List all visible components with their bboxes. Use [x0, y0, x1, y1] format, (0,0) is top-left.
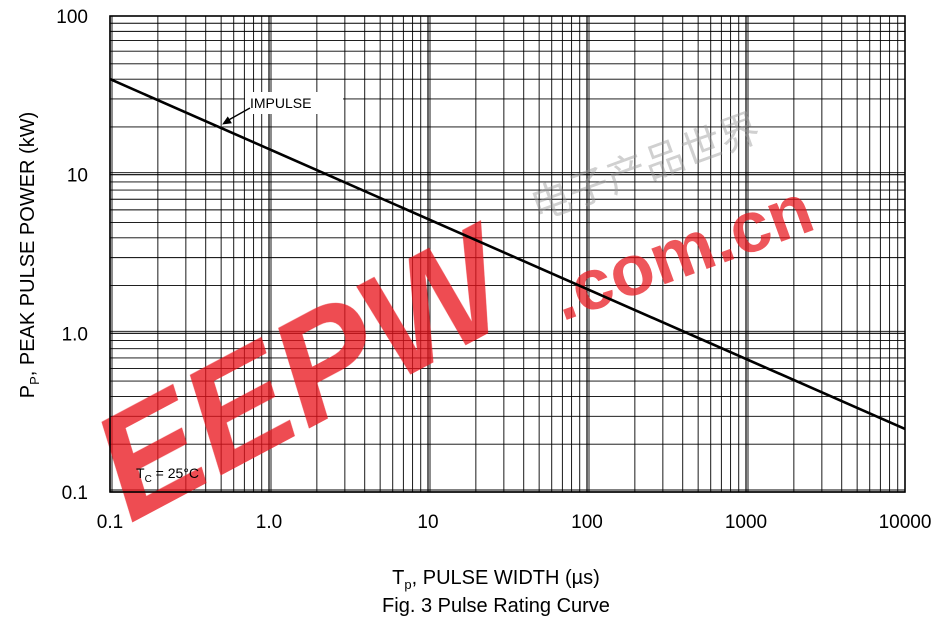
plot-border	[109, 15, 906, 493]
condition-label: TC = 25°C	[136, 465, 199, 485]
x-tick-label: 10	[417, 512, 438, 533]
y-tick-label: 1.0	[62, 324, 88, 345]
watermark-eepw-text: EEPW	[66, 191, 545, 552]
series-layer	[109, 77, 906, 431]
y-axis-label-main: P	[17, 385, 39, 398]
x-tick-label: 0.1	[97, 512, 123, 533]
y-axis-label-subscript: P	[27, 376, 42, 385]
y-tick-label: 100	[56, 7, 88, 28]
impulse-annotation: IMPULSE	[222, 92, 343, 125]
condition-rest: = 25°C	[152, 465, 199, 481]
x-tick-label: 100	[571, 512, 603, 533]
y-tick-label: 0.1	[62, 483, 88, 504]
figure-caption: Fig. 3 Pulse Rating Curve	[382, 595, 610, 617]
x-axis-label-subscript: p	[404, 577, 411, 592]
y-axis-label-rest: , PEAK PULSE POWER (kW)	[17, 112, 39, 376]
x-tick-label: 10000	[879, 512, 932, 533]
x-axis-label-main: T	[392, 567, 404, 589]
impulse-arrowhead	[222, 116, 232, 125]
condition-subscript: C	[145, 474, 152, 485]
condition-t: T	[136, 465, 145, 481]
plot-frame	[109, 15, 906, 493]
x-axis-label: Tp, PULSE WIDTH (µs)	[392, 567, 600, 592]
impulse-label-background	[245, 92, 343, 114]
series-line-impulse	[109, 77, 906, 431]
y-axis-label: PP, PEAK PULSE POWER (kW)	[17, 112, 42, 399]
temperature-condition: TC = 25°C	[136, 465, 199, 485]
x-axis-label-rest: , PULSE WIDTH (µs)	[412, 567, 600, 589]
y-tick-label: 10	[67, 166, 88, 187]
impulse-label: IMPULSE	[250, 95, 311, 111]
tick-labels: 0.1 1.0 10 100 1000 10000 0.1 1.0 10 100	[56, 7, 931, 533]
x-tick-label: 1.0	[256, 512, 282, 533]
x-tick-label: 1000	[725, 512, 767, 533]
